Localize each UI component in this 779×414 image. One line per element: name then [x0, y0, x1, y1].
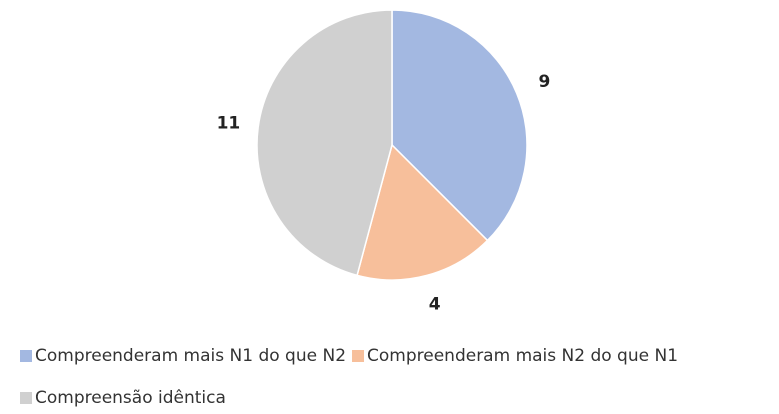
- pie-slice: [356, 143, 489, 281]
- legend-swatch: [352, 350, 365, 362]
- pie-slice: [256, 9, 393, 277]
- data-label: 11: [217, 113, 241, 133]
- data-label: 4: [429, 294, 441, 314]
- legend-swatch: [20, 350, 32, 362]
- legend-label: Compreensão idêntica: [35, 388, 226, 408]
- pie-slice: [391, 9, 528, 242]
- data-label: 9: [539, 72, 551, 92]
- legend-label: Compreenderam mais N2 do que N1: [367, 346, 678, 366]
- legend-label: Compreenderam mais N1 do que N2: [35, 346, 346, 366]
- legend-swatch: [20, 392, 32, 404]
